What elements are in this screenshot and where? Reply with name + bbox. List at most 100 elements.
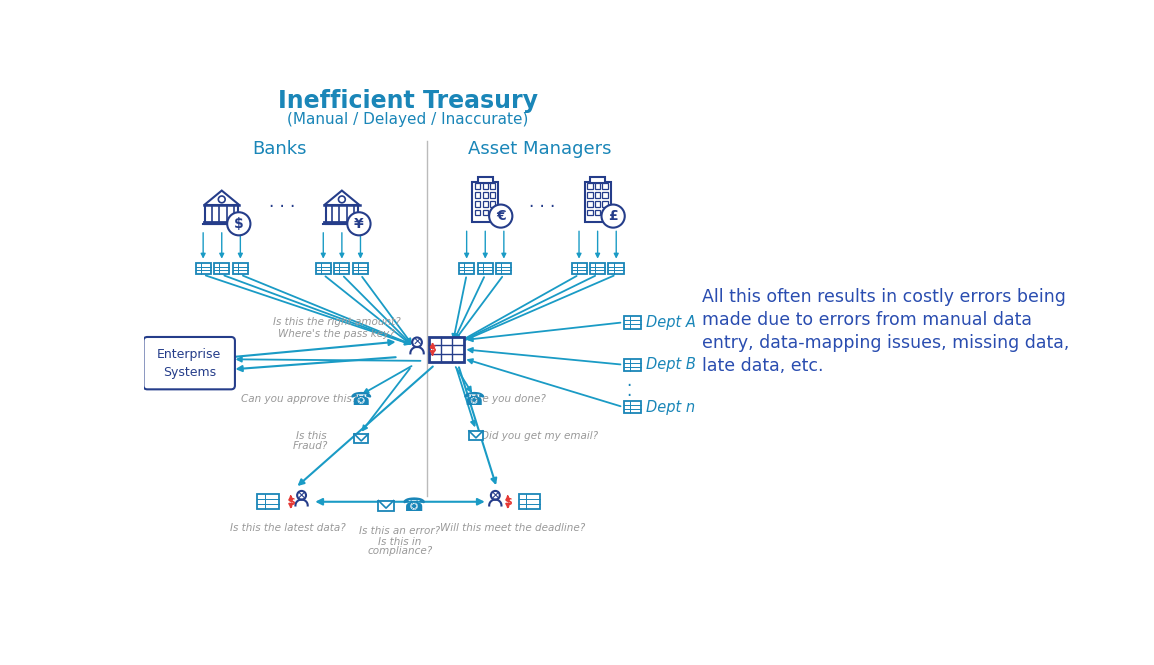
FancyBboxPatch shape [469,431,482,440]
Text: ☎: ☎ [350,391,373,409]
Text: · · ·: · · · [529,198,555,216]
FancyBboxPatch shape [496,263,511,274]
Text: Fraud?: Fraud? [293,442,329,452]
Circle shape [489,205,512,227]
Text: $: $ [504,497,511,507]
FancyBboxPatch shape [595,184,600,189]
FancyBboxPatch shape [325,205,358,224]
Text: Is this: Is this [295,430,327,440]
Text: ¥: ¥ [354,217,364,231]
FancyBboxPatch shape [587,210,592,215]
Text: $: $ [287,497,294,507]
FancyBboxPatch shape [595,192,600,198]
Text: All this often results in costly errors being: All this often results in costly errors … [703,288,1066,306]
Text: ·: · [625,377,631,395]
Text: Dept B: Dept B [646,357,696,372]
FancyBboxPatch shape [472,182,499,222]
FancyBboxPatch shape [482,184,488,189]
FancyBboxPatch shape [490,184,495,189]
Circle shape [490,491,500,499]
FancyBboxPatch shape [353,263,368,274]
FancyBboxPatch shape [257,494,279,509]
FancyBboxPatch shape [518,494,540,509]
Text: Inefficient Treasury: Inefficient Treasury [278,89,538,113]
Text: ✕: ✕ [490,490,500,500]
Circle shape [297,491,306,499]
Text: ·: · [625,386,631,404]
Text: Is this an error?: Is this an error? [359,526,441,536]
FancyBboxPatch shape [233,263,248,274]
Circle shape [412,337,422,347]
Polygon shape [324,191,360,205]
Polygon shape [204,191,240,205]
FancyBboxPatch shape [595,210,600,215]
Circle shape [338,196,345,203]
Text: Are you done?: Are you done? [471,394,546,404]
FancyBboxPatch shape [482,192,488,198]
FancyBboxPatch shape [354,434,368,444]
FancyBboxPatch shape [475,201,480,207]
Text: entry, data-mapping issues, missing data,: entry, data-mapping issues, missing data… [703,334,1070,352]
FancyBboxPatch shape [595,201,600,207]
FancyBboxPatch shape [475,184,480,189]
Text: Dept n: Dept n [646,400,696,414]
FancyBboxPatch shape [482,201,488,207]
Text: Banks: Banks [253,140,307,158]
FancyBboxPatch shape [482,210,488,215]
FancyBboxPatch shape [429,336,464,362]
FancyBboxPatch shape [379,501,394,511]
FancyBboxPatch shape [590,177,605,183]
Text: ☎: ☎ [463,391,486,409]
FancyBboxPatch shape [490,210,495,215]
Circle shape [227,212,250,235]
Text: Where's the pass key?: Where's the pass key? [278,329,395,339]
FancyBboxPatch shape [602,184,607,189]
Text: · · ·: · · · [269,198,295,216]
Text: compliance?: compliance? [367,546,433,556]
FancyBboxPatch shape [335,263,350,274]
FancyBboxPatch shape [624,401,642,413]
FancyBboxPatch shape [602,210,607,215]
Circle shape [347,212,370,235]
FancyBboxPatch shape [587,184,592,189]
Text: Can you approve this?: Can you approve this? [241,394,358,404]
FancyBboxPatch shape [587,192,592,198]
FancyBboxPatch shape [490,192,495,198]
FancyBboxPatch shape [490,201,495,207]
Circle shape [601,205,624,227]
Text: Is this in: Is this in [379,537,421,547]
Text: Dept A: Dept A [646,315,696,330]
FancyBboxPatch shape [602,192,607,198]
Text: late data, etc.: late data, etc. [703,357,824,375]
Text: ✕: ✕ [297,490,306,500]
FancyBboxPatch shape [585,182,610,222]
FancyBboxPatch shape [608,263,623,274]
Text: Did you get my email?: Did you get my email? [481,430,598,440]
FancyBboxPatch shape [459,263,474,274]
FancyBboxPatch shape [316,263,331,274]
FancyBboxPatch shape [587,201,592,207]
FancyBboxPatch shape [571,263,586,274]
Text: €: € [496,209,505,223]
Text: (Manual / Delayed / Inaccurate): (Manual / Delayed / Inaccurate) [287,112,529,127]
FancyBboxPatch shape [478,263,493,274]
Text: Asset Managers: Asset Managers [467,140,612,158]
Text: made due to errors from manual data: made due to errors from manual data [703,311,1032,329]
FancyBboxPatch shape [143,337,235,389]
FancyBboxPatch shape [602,201,607,207]
Text: $: $ [234,217,243,231]
FancyBboxPatch shape [478,177,493,183]
Circle shape [218,196,225,203]
FancyBboxPatch shape [475,210,480,215]
FancyBboxPatch shape [624,358,642,371]
Text: Is this the right amount?: Is this the right amount? [272,317,400,327]
FancyBboxPatch shape [215,263,230,274]
Text: Enterprise
Systems: Enterprise Systems [157,348,222,378]
Text: £: £ [608,209,617,223]
Text: ☎: ☎ [402,496,426,515]
Text: ✕: ✕ [412,337,421,347]
FancyBboxPatch shape [624,316,642,329]
FancyBboxPatch shape [475,192,480,198]
Text: Is this the latest data?: Is this the latest data? [230,523,345,533]
Text: Will this meet the deadline?: Will this meet the deadline? [440,523,585,533]
